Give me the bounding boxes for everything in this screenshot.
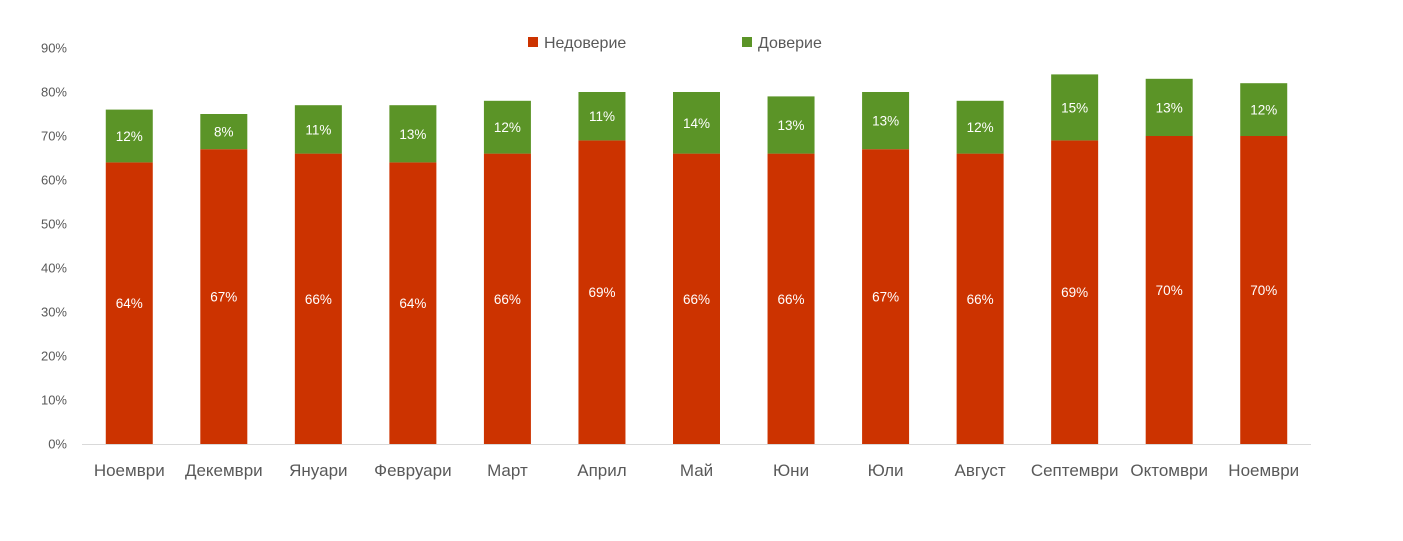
- data-label: 11%: [305, 122, 331, 137]
- y-tick-label: 70%: [41, 129, 67, 144]
- data-label: 67%: [210, 290, 237, 305]
- y-tick-label: 30%: [41, 305, 67, 320]
- y-tick-label: 60%: [41, 173, 67, 188]
- bar-segment-trust: [862, 92, 910, 150]
- x-tick-label: Юни: [773, 461, 809, 480]
- y-tick-label: 20%: [41, 349, 67, 364]
- bar-segment-distrust: [862, 149, 910, 444]
- data-label: 69%: [588, 285, 615, 300]
- bar-segment-trust: [1145, 78, 1193, 136]
- data-label: 70%: [1156, 283, 1183, 298]
- x-tick-label: Януари: [289, 461, 347, 480]
- bar-segment-trust: [1240, 83, 1288, 136]
- bar-segment-distrust: [294, 153, 342, 444]
- data-label: 12%: [1250, 103, 1277, 118]
- y-axis: 0% 10% 20% 30% 40% 50% 60% 70% 80% 90%: [41, 41, 67, 452]
- data-label: 64%: [399, 296, 426, 311]
- data-label: 70%: [1250, 283, 1277, 298]
- x-tick-label: Май: [680, 461, 713, 480]
- data-label: 12%: [494, 120, 521, 135]
- data-label: 15%: [1061, 100, 1088, 115]
- bars: 64% 12% 67% 8% 66% 11% 64% 13% 66% 12% 69% 11% 66% 14…: [105, 74, 1288, 444]
- bar-segment-distrust: [389, 162, 437, 444]
- data-label: 14%: [683, 116, 710, 131]
- bar-segment-trust: [294, 105, 342, 154]
- bar-segment-distrust: [200, 149, 248, 444]
- data-label: 12%: [116, 129, 143, 144]
- data-label: 66%: [683, 292, 710, 307]
- data-label: 13%: [872, 114, 899, 129]
- data-label: 69%: [1061, 285, 1088, 300]
- data-label: 13%: [778, 118, 805, 133]
- x-tick-label: Март: [487, 461, 528, 480]
- bar-segment-distrust: [1145, 136, 1193, 444]
- bar-segment-trust: [673, 92, 720, 154]
- legend-label: Доверие: [758, 35, 822, 52]
- bar-segment-trust: [767, 96, 815, 154]
- data-label: 13%: [1156, 100, 1183, 115]
- data-label: 66%: [305, 292, 332, 307]
- data-label: 12%: [967, 120, 994, 135]
- x-tick-label: Юли: [868, 461, 904, 480]
- x-tick-label: Ноември: [1228, 461, 1299, 480]
- bar-segment-trust: [578, 92, 626, 141]
- legend-swatch: [528, 37, 538, 47]
- x-tick-label: Април: [577, 461, 626, 480]
- x-tick-label: Ноември: [94, 461, 165, 480]
- bar-segment-trust: [483, 100, 531, 154]
- legend-label: Недоверие: [544, 35, 626, 52]
- data-label: 66%: [778, 292, 805, 307]
- bar-segment-distrust: [105, 162, 153, 444]
- x-tick-label: Август: [955, 461, 1006, 480]
- y-tick-label: 90%: [41, 41, 67, 56]
- y-tick-label: 50%: [41, 217, 67, 232]
- x-tick-label: Декември: [185, 461, 263, 480]
- y-tick-label: 40%: [41, 261, 67, 276]
- x-axis: Ноември Декември Януари Февруари Март Април Ма…: [82, 444, 1311, 480]
- bar-segment-trust: [105, 109, 153, 163]
- data-label: 66%: [967, 292, 994, 307]
- data-label: 13%: [399, 127, 426, 142]
- bar-segment-trust: [956, 100, 1004, 154]
- data-label: 66%: [494, 292, 521, 307]
- bar-segment-distrust: [956, 153, 1004, 444]
- bar-segment-trust: [389, 105, 437, 163]
- x-tick-label: Септември: [1031, 461, 1119, 480]
- x-tick-label: Октомври: [1130, 461, 1208, 480]
- bar-segment-distrust: [767, 153, 815, 444]
- bar-segment-distrust: [578, 140, 626, 444]
- bar-segment-distrust: [673, 153, 720, 444]
- bar-segment-distrust: [1051, 140, 1099, 444]
- bar-segment-trust: [1051, 74, 1099, 141]
- legend-swatch: [742, 37, 752, 47]
- y-tick-label: 80%: [41, 85, 67, 100]
- bar-segment-distrust: [483, 153, 531, 444]
- x-tick-label: Февруари: [374, 461, 451, 480]
- bar-segment-distrust: [1240, 136, 1288, 444]
- bar-segment-trust: [200, 114, 248, 150]
- data-label: 11%: [589, 109, 615, 124]
- legend: Недоверие Доверие: [528, 35, 822, 52]
- data-label: 8%: [214, 125, 234, 140]
- y-tick-label: 0%: [48, 437, 67, 452]
- y-tick-label: 10%: [41, 393, 67, 408]
- data-label: 67%: [872, 290, 899, 305]
- data-label: 64%: [116, 296, 143, 311]
